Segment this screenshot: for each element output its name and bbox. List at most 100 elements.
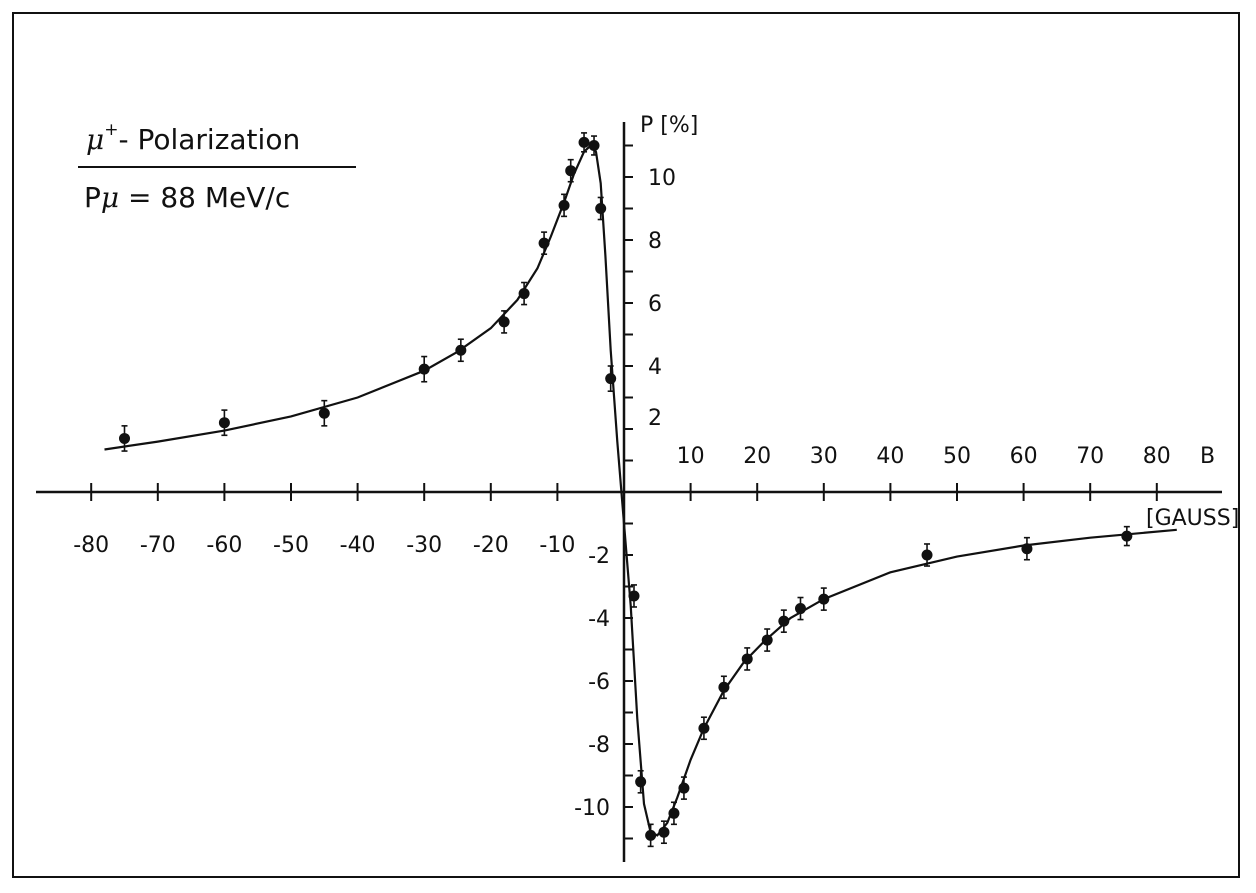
- data-point: [645, 823, 657, 848]
- title-rule: [78, 166, 356, 168]
- data-point: [218, 409, 230, 437]
- data-point: [558, 193, 570, 218]
- data-marker: [818, 593, 830, 605]
- fit-curve: [104, 143, 1177, 837]
- data-marker: [698, 722, 710, 734]
- data-point: [538, 231, 550, 255]
- y-tick-label: -4: [588, 607, 610, 632]
- data-point: [678, 776, 690, 800]
- x-tick-label: 20: [743, 444, 771, 469]
- x-tick-label: 80: [1143, 444, 1171, 469]
- x-tick-label: 70: [1076, 444, 1104, 469]
- x-tick-label: 30: [810, 444, 838, 469]
- x-tick-label: 40: [876, 444, 904, 469]
- data-marker: [318, 407, 330, 419]
- x-tick-label: -30: [406, 533, 442, 558]
- tick-marks: [90, 144, 1158, 840]
- data-point: [668, 801, 680, 826]
- data-marker: [628, 590, 640, 602]
- data-point: [761, 628, 773, 652]
- title-line-2: Pμ = 88 MeV/c: [78, 178, 356, 218]
- data-point: [658, 820, 670, 845]
- data-point: [455, 338, 467, 363]
- x-tick-label: -20: [473, 533, 509, 558]
- x-tick-label: -60: [206, 533, 242, 558]
- data-point: [605, 365, 617, 393]
- data-marker: [1121, 530, 1133, 542]
- data-point: [741, 647, 753, 671]
- data-point: [1121, 525, 1133, 547]
- data-point: [588, 135, 600, 156]
- data-marker: [518, 288, 530, 300]
- y-tick-label: -8: [588, 733, 610, 758]
- data-marker: [678, 782, 690, 794]
- data-point: [498, 310, 510, 334]
- data-point: [119, 425, 130, 452]
- data-point: [595, 196, 607, 221]
- data-marker: [538, 237, 550, 249]
- data-marker: [794, 603, 806, 615]
- data-point: [778, 609, 790, 633]
- y-tick-label: -10: [574, 796, 610, 821]
- data-point: [698, 716, 710, 741]
- x-tick-label: -50: [273, 533, 309, 558]
- data-marker: [578, 136, 590, 148]
- data-marker: [761, 634, 773, 646]
- subtitle-text: = 88 MeV/c: [119, 181, 291, 214]
- x-tick-label: -40: [340, 533, 376, 558]
- data-point: [565, 158, 577, 183]
- data-point: [635, 769, 647, 794]
- data-point: [1021, 536, 1033, 561]
- y-tick-label: -6: [588, 670, 610, 695]
- subtitle-mu-symbol: μ: [100, 181, 120, 214]
- title-superscript: +: [104, 120, 119, 140]
- title-mu-symbol: μ: [86, 123, 105, 156]
- data-point: [921, 543, 933, 567]
- data-marker: [498, 316, 510, 328]
- data-marker: [778, 615, 790, 627]
- x-tick-label: -10: [539, 533, 575, 558]
- axes: [36, 122, 1222, 862]
- data-marker: [418, 363, 430, 375]
- y-axis-label: P [%]: [640, 113, 698, 138]
- x-tick-label: -80: [73, 533, 109, 558]
- title-text: - Polarization: [118, 123, 301, 156]
- data-marker: [558, 199, 570, 211]
- x-tick-label: -70: [140, 533, 176, 558]
- data-points: [119, 132, 1133, 848]
- data-marker: [635, 776, 647, 788]
- data-marker: [218, 417, 230, 429]
- data-marker: [718, 681, 730, 693]
- data-marker: [605, 373, 617, 385]
- tick-labels: -80 -70 -60 -50 -40 -30 -20 -10 10 20 30 40 50 60 70 80…: [73, 166, 1171, 821]
- data-point: [818, 587, 830, 611]
- data-point: [418, 355, 430, 383]
- title-line-1: μ+- Polarization: [78, 108, 356, 162]
- data-marker: [741, 653, 753, 665]
- data-marker: [595, 203, 607, 214]
- data-marker: [921, 549, 933, 561]
- y-tick-label: 4: [648, 355, 662, 380]
- data-marker: [658, 826, 670, 838]
- data-point: [578, 132, 590, 153]
- y-tick-label: 6: [648, 292, 662, 317]
- x-tick-label: 10: [677, 444, 705, 469]
- data-marker: [645, 829, 657, 841]
- data-marker: [119, 432, 130, 444]
- x-tick-label: 60: [1010, 444, 1038, 469]
- data-marker: [668, 807, 680, 819]
- x-axis-label: B: [1200, 444, 1215, 469]
- data-point: [718, 675, 730, 700]
- chart-title: μ+- Polarization Pμ = 88 MeV/c: [78, 108, 356, 218]
- data-marker: [1021, 543, 1033, 555]
- y-tick-label: -2: [588, 544, 610, 569]
- data-point: [518, 281, 530, 306]
- x-tick-label: 50: [943, 444, 971, 469]
- subtitle-p: P: [84, 181, 101, 214]
- y-tick-label: 10: [648, 166, 676, 191]
- chart-frame: [12, 12, 1240, 878]
- data-point: [318, 399, 330, 427]
- data-marker: [565, 165, 577, 177]
- y-tick-label: 8: [648, 229, 662, 254]
